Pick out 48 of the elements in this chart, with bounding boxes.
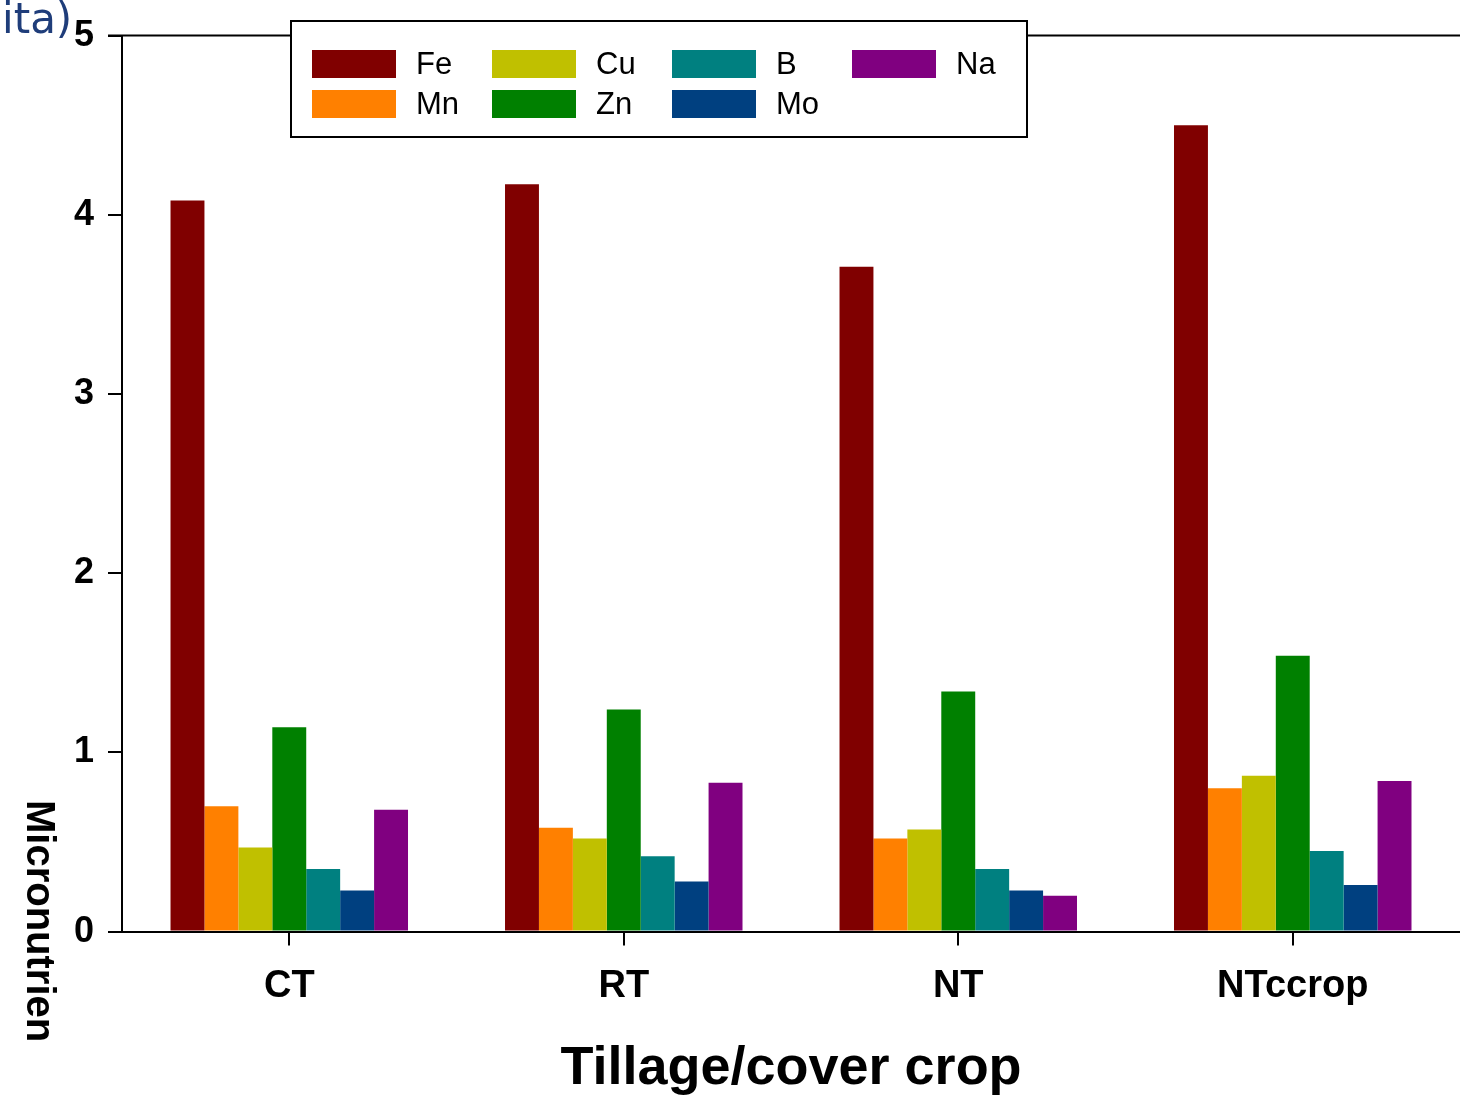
bar [340, 890, 375, 931]
bar [1241, 775, 1276, 931]
bar [505, 184, 539, 931]
bar [941, 691, 976, 931]
y-tick-label: 3 [73, 370, 95, 412]
bar [1043, 895, 1077, 931]
legend-label: Mn [416, 86, 460, 122]
bar [1309, 850, 1344, 931]
bar [572, 838, 607, 931]
legend-label: Mo [776, 86, 820, 122]
bar [839, 266, 874, 931]
bar [374, 809, 409, 931]
legend-label: Cu [596, 46, 636, 82]
bar [1009, 890, 1044, 931]
bar [606, 709, 641, 931]
bar [907, 829, 942, 931]
bar [204, 806, 239, 931]
x-axis-title: Tillage/cover crop [560, 1035, 1022, 1096]
legend-label: Zn [596, 86, 633, 122]
y-tick-label: 5 [73, 12, 95, 54]
legend-label: B [776, 46, 797, 82]
x-tick-label: RT [598, 962, 650, 1005]
legend-label: Fe [416, 46, 453, 82]
bar [238, 847, 273, 931]
y-tick-label: 4 [73, 191, 95, 233]
bar [1377, 781, 1412, 931]
y-tick-label: 2 [73, 550, 95, 592]
bar [873, 838, 908, 931]
bar [674, 881, 709, 931]
y-tick-label: 1 [73, 729, 95, 771]
y-axis-title: Micronutrien [18, 800, 63, 1043]
bar [1275, 655, 1310, 931]
bar [1207, 788, 1242, 931]
bar [272, 727, 307, 931]
x-tick-label: NT [932, 962, 984, 1005]
legend-label: Na [956, 46, 996, 82]
x-tick-label: NTccrop [1217, 962, 1369, 1005]
y-tick-label: 0 [73, 908, 95, 950]
bar [1174, 125, 1208, 931]
bar [708, 782, 743, 931]
bar [975, 868, 1010, 931]
x-tick-label: CT [263, 962, 315, 1005]
bar [306, 868, 341, 931]
bar [170, 200, 205, 931]
bar [538, 827, 573, 931]
chart-title: ita) [2, 0, 73, 43]
bar [640, 856, 675, 931]
bar [1343, 885, 1378, 931]
